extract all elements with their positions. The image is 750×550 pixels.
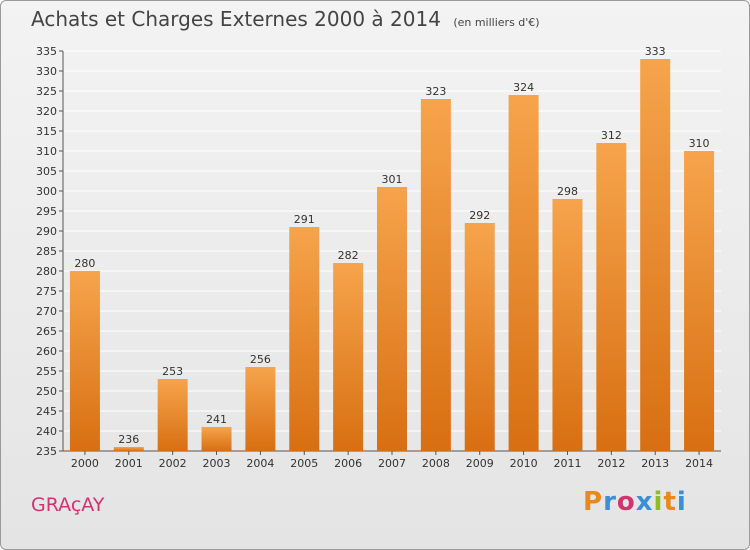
bar (552, 199, 583, 451)
bar (420, 99, 451, 451)
logo-letter: r (603, 487, 617, 517)
x-tick-label: 2003 (203, 457, 231, 470)
value-label: 236 (118, 433, 139, 446)
city-name: GRAçAY (31, 494, 105, 516)
logo-letter: P (583, 487, 604, 517)
y-tick-label: 280 (36, 265, 57, 278)
x-tick-label: 2002 (159, 457, 187, 470)
y-tick-label: 300 (36, 185, 57, 198)
x-tick-label: 2010 (510, 457, 538, 470)
y-tick-label: 255 (36, 365, 57, 378)
value-label: 310 (689, 137, 710, 150)
bar (640, 59, 671, 451)
x-tick-label: 2013 (641, 457, 669, 470)
y-tick-label: 305 (36, 165, 57, 178)
chart-title-text: Achats et Charges Externes 2000 à 2014 (31, 7, 441, 31)
value-label: 298 (557, 185, 578, 198)
bar (289, 227, 320, 451)
x-tick-labels: 2000 2001 2002 2003 2004 2005 2006 2007 2008 2009… (71, 451, 713, 470)
logo-letter: o (616, 487, 636, 517)
value-label: 280 (74, 257, 95, 270)
y-tick-label: 235 (36, 445, 57, 458)
bar (157, 379, 188, 451)
bar (201, 427, 232, 451)
bar (69, 271, 100, 451)
x-tick-label: 2012 (597, 457, 625, 470)
y-tick-label: 315 (36, 125, 57, 138)
x-tick-label: 2011 (553, 457, 581, 470)
proxiti-logo: Proxiti (583, 487, 687, 517)
y-tick-label: 265 (36, 325, 57, 338)
x-tick-label: 2009 (466, 457, 494, 470)
y-tick-label: 270 (36, 305, 57, 318)
logo-letter: t (663, 487, 677, 517)
y-tick-label: 320 (36, 105, 57, 118)
value-label: 282 (338, 249, 359, 262)
bar (464, 223, 495, 451)
y-tick-label: 330 (36, 65, 57, 78)
value-label: 291 (294, 213, 315, 226)
bar (684, 151, 715, 451)
value-label: 312 (601, 129, 622, 142)
bars (69, 59, 715, 451)
x-tick-label: 2007 (378, 457, 406, 470)
y-tick-label: 285 (36, 245, 57, 258)
x-tick-label: 2005 (290, 457, 318, 470)
bar (377, 187, 407, 451)
value-label: 292 (469, 209, 490, 222)
y-tick-label: 325 (36, 85, 57, 98)
bar (596, 143, 627, 451)
y-tick-label: 310 (36, 145, 57, 158)
y-tick-label: 275 (36, 285, 57, 298)
y-tick-label: 245 (36, 405, 57, 418)
x-tick-label: 2004 (246, 457, 274, 470)
value-label: 333 (645, 45, 666, 58)
chart-title: Achats et Charges Externes 2000 à 2014 (… (31, 7, 540, 31)
value-label: 253 (162, 365, 183, 378)
y-tick-label: 260 (36, 345, 57, 358)
value-label: 323 (425, 85, 446, 98)
bar (245, 367, 276, 451)
x-tick-label: 2001 (115, 457, 143, 470)
bar (508, 95, 539, 451)
unit-note: (en milliers d'€) (453, 16, 540, 29)
x-tick-label: 2008 (422, 457, 450, 470)
x-tick-label: 2000 (71, 457, 99, 470)
y-tick-label: 335 (36, 45, 57, 58)
logo-letter: i (653, 487, 664, 517)
y-tick-label: 240 (36, 425, 57, 438)
bar (113, 447, 144, 451)
value-label: 256 (250, 353, 271, 366)
logo-letter: i (676, 487, 687, 517)
y-tick-labels: 235 240 245 250 255 260 265 270 275 280 285 290 295 3… (36, 45, 57, 458)
value-label: 324 (513, 81, 534, 94)
value-label: 301 (382, 173, 403, 186)
y-tick-label: 290 (36, 225, 57, 238)
x-tick-label: 2006 (334, 457, 362, 470)
x-tick-label: 2014 (685, 457, 713, 470)
y-tick-label: 295 (36, 205, 57, 218)
bar (333, 263, 364, 451)
value-label: 241 (206, 413, 227, 426)
logo-letter: x (635, 487, 654, 517)
value-labels: 280 236 253 241 256 291 282 301 323 292 324 298 312 3… (74, 45, 709, 446)
y-tick-label: 250 (36, 385, 57, 398)
